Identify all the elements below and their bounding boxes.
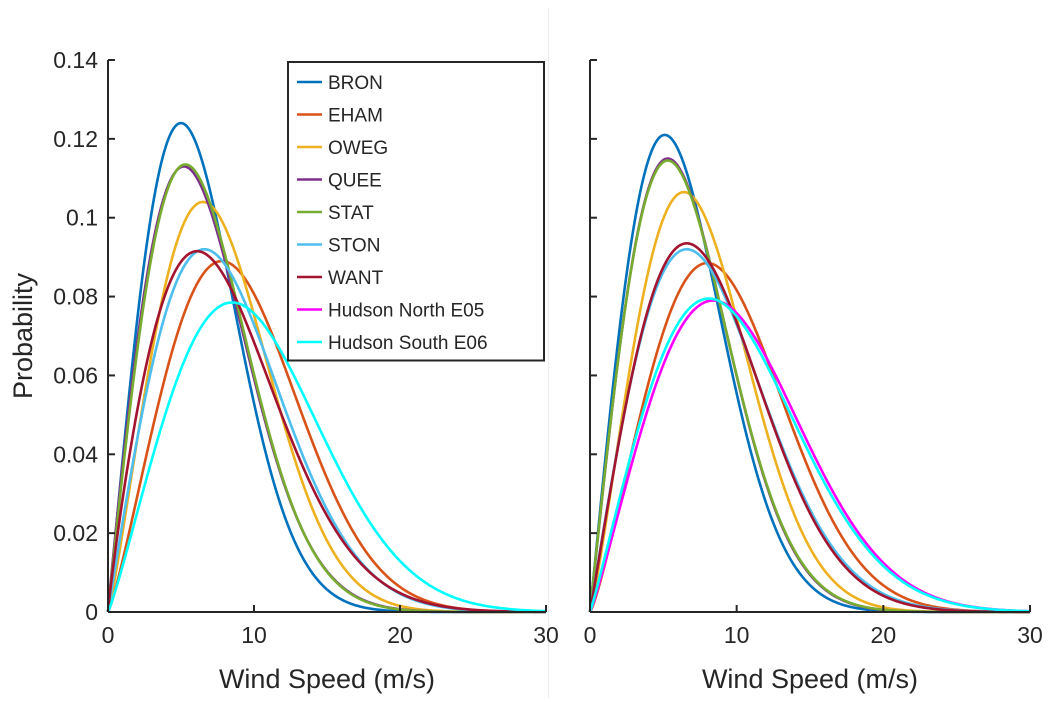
panel-left-y-axis-label: Probability — [8, 272, 38, 399]
panel-left-series-line-want — [106, 249, 547, 614]
panel-left-x-tick-label: 20 — [387, 622, 413, 648]
panel-right-series-line-want — [588, 242, 1031, 614]
panel-left-y-tick-label: 0.08 — [53, 284, 98, 310]
panel-left-y-tick-label: 0.12 — [53, 126, 98, 152]
legend-label-want: WANT — [328, 268, 384, 289]
panel-left-y-tick-label: 0.1 — [66, 205, 98, 231]
panel-right-series-line-eham — [588, 261, 1031, 614]
panel-right-series-line-ston — [588, 247, 1031, 614]
panel-left-y-tick-label: 0 — [85, 599, 98, 625]
legend-label-hudson-north-e05: Hudson North E05 — [328, 301, 484, 322]
legend-label-oweg: OWEG — [328, 138, 388, 159]
legend-label-bron: BRON — [328, 73, 383, 94]
panel-right: 0 10 20 30 Wind Speed (m/s) — [584, 59, 1043, 694]
panel-right-x-tick-label: 10 — [724, 622, 750, 648]
legend-label-hudson-south-e06: Hudson South E06 — [328, 333, 488, 354]
panel-right-x-tick-label: 20 — [871, 622, 897, 648]
legend-label-stat: STAT — [328, 203, 374, 224]
panel-left-y-tick-label: 0.06 — [53, 362, 98, 388]
legend-label-ston: STON — [328, 236, 380, 257]
panel-left-x-tick-label: 0 — [102, 622, 115, 648]
legend-box — [287, 61, 545, 362]
panel-left-x-tick-label: 10 — [241, 622, 267, 648]
panel-left-y-tick-label: 0.02 — [53, 520, 98, 546]
panel-left-legend: BRON EHAM OWEG QUEE STAT STON WANT Hudson North… — [287, 61, 545, 362]
panel-left-series-line-hudson-south-e06 — [106, 301, 547, 613]
panel-left-x-axis-label: Wind Speed (m/s) — [219, 664, 435, 694]
panel-right-x-axis-label: Wind Speed (m/s) — [702, 664, 918, 694]
panel-left-y-tick-label: 0.14 — [53, 47, 98, 73]
panel-left-x-tick-label: 30 — [533, 622, 559, 648]
panel-right-x-tick-label: 0 — [584, 622, 597, 648]
panel-left-y-tick-label: 0.04 — [53, 441, 98, 467]
panel-right-series-line-oweg — [588, 190, 1031, 614]
legend-label-eham: EHAM — [328, 106, 383, 127]
panel-divider — [548, 8, 549, 698]
panel-right-x-tick-label: 30 — [1017, 622, 1043, 648]
panel-left: 0 0.02 0.04 0.06 0.08 0.1 0.12 0.14 0 10 20 30 Wind … — [8, 47, 559, 694]
legend-label-quee: QUEE — [328, 171, 382, 192]
panel-right-series-line-hudson-south-e06 — [588, 297, 1031, 613]
panel-right-series-group — [588, 133, 1031, 614]
